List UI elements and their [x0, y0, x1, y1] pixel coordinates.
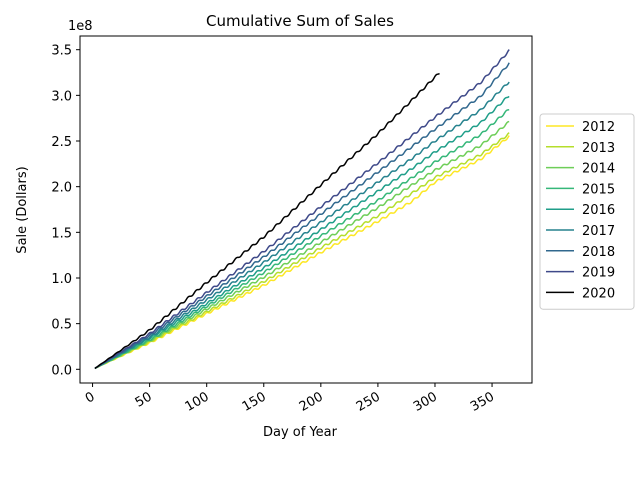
series-line-2020 [94, 72, 440, 370]
legend-label: 2012 [582, 120, 615, 135]
legend-label: 2019 [582, 266, 615, 281]
legend-label: 2018 [582, 245, 615, 260]
legend-item-2015: 2015 [546, 182, 615, 197]
y-offset-label: 1e8 [68, 19, 93, 34]
y-tick-label: 0.0 [51, 363, 72, 378]
legend-label: 2015 [582, 182, 615, 197]
legend-item-2013: 2013 [546, 141, 615, 156]
series-line-2015 [94, 109, 510, 370]
y-tick-label: 3.0 [51, 89, 72, 104]
legend-box [539, 113, 635, 310]
y-tick-label: 1.5 [51, 226, 72, 241]
y-tick-label: 2.5 [51, 135, 72, 150]
y-tick-label: 2.0 [51, 181, 72, 196]
chart-title: Cumulative Sum of Sales [206, 12, 394, 30]
series-line-2012 [94, 135, 510, 370]
legend-label: 2014 [582, 162, 615, 177]
axes-frame [79, 35, 533, 384]
legend-label: 2017 [582, 224, 615, 239]
legend-item-2018: 2018 [546, 245, 615, 260]
legend: 2012 2013 2014 2015 2016 2017 2018 2019 2020 [539, 113, 635, 310]
x-tick-label: 50 [133, 389, 155, 410]
series-line-2014 [94, 120, 510, 370]
y-axis: 0.0 0.5 1.0 1.5 2.0 2.5 3.0 3.5 [51, 44, 80, 378]
legend-item-2020: 2020 [546, 286, 615, 301]
legend-item-2019: 2019 [546, 266, 615, 281]
x-axis-label: Day of Year [263, 425, 338, 440]
y-tick-label: 1.0 [51, 272, 72, 287]
y-tick-label: 0.5 [51, 318, 72, 333]
y-tick-label: 3.5 [51, 44, 72, 59]
series-line-2019 [94, 49, 510, 370]
series-line-2018 [94, 62, 510, 369]
legend-item-2016: 2016 [546, 203, 615, 218]
series-line-2016 [94, 95, 510, 370]
series-line-2013 [94, 132, 510, 370]
legend-item-2017: 2017 [546, 224, 615, 239]
y-axis-label: Sale (Dollars) [15, 166, 30, 253]
legend-label: 2013 [582, 141, 615, 156]
series-line-2017 [94, 81, 510, 370]
legend-label: 2020 [582, 286, 615, 301]
legend-item-2012: 2012 [546, 120, 615, 135]
legend-label: 2016 [582, 203, 615, 218]
legend-item-2014: 2014 [546, 162, 615, 177]
plot-area [94, 49, 510, 370]
